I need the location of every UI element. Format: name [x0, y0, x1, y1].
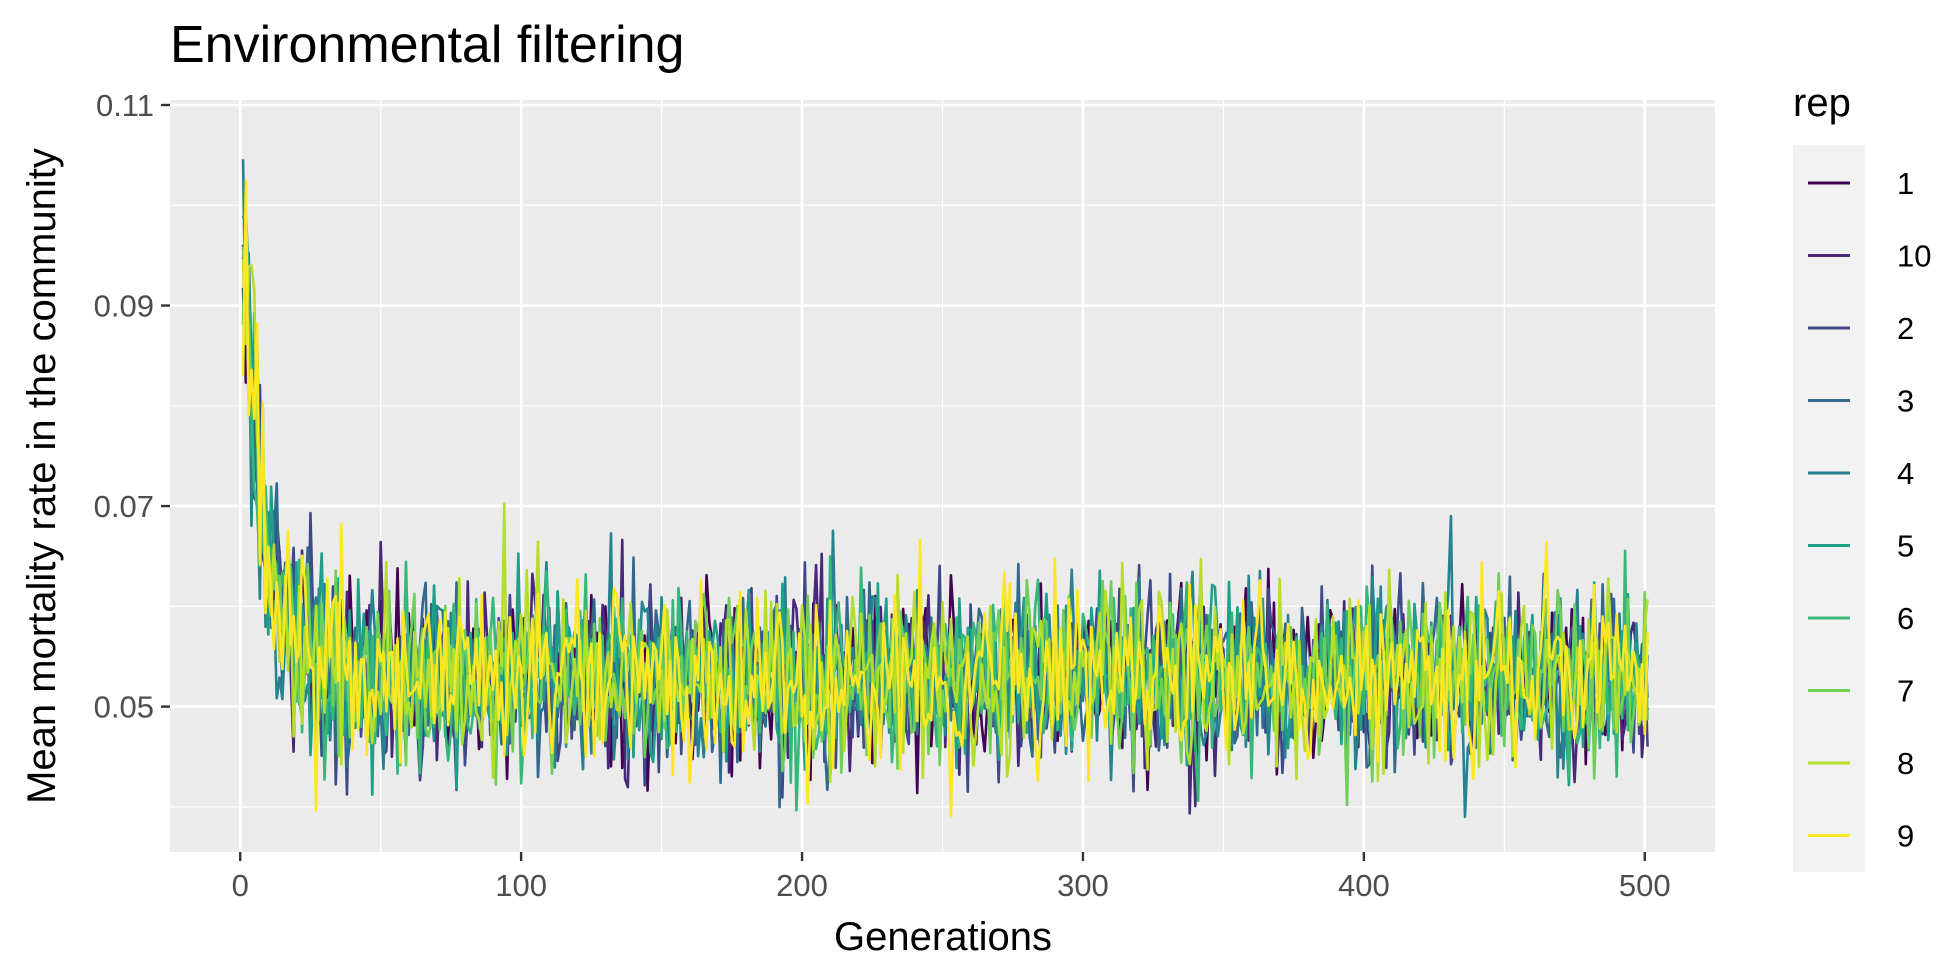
x-tick-label: 0: [232, 868, 249, 903]
series-line-rep-9: [241, 179, 1649, 818]
legend-label-rep-2: 2: [1897, 311, 1914, 346]
legend-label-rep-9: 9: [1897, 819, 1914, 854]
legend-label-rep-10: 10: [1897, 239, 1931, 274]
legend-label-rep-5: 5: [1897, 529, 1914, 564]
x-tick-label: 300: [1057, 868, 1109, 903]
legend-title: rep: [1793, 81, 1851, 125]
x-tick-label: 100: [495, 868, 547, 903]
legend-label-rep-4: 4: [1897, 456, 1914, 491]
series-lines: [241, 159, 1649, 818]
y-tick-label: 0.05: [94, 690, 154, 725]
chart-title: Environmental filtering: [170, 16, 684, 74]
y-axis-title: Mean mortality rate in the community: [20, 148, 64, 804]
y-tick-label: 0.07: [94, 489, 154, 524]
x-tick-label: 500: [1619, 868, 1671, 903]
x-tick-label: 200: [776, 868, 828, 903]
x-axis: 0 100 200 300 400 500: [232, 852, 1671, 903]
legend-items: 1 10 2 3 4 5 6 7 8 9: [1808, 166, 1931, 854]
y-tick-label: 0.11: [96, 88, 154, 123]
legend-key-background: [1793, 145, 1865, 872]
legend-label-rep-1: 1: [1897, 166, 1914, 201]
legend-label-rep-3: 3: [1897, 384, 1914, 419]
x-tick-label: 400: [1338, 868, 1390, 903]
y-tick-label: 0.09: [94, 289, 154, 324]
legend-label-rep-6: 6: [1897, 601, 1914, 636]
legend: rep 1 10 2 3 4 5 6 7 8 9: [1793, 81, 1931, 872]
y-axis: 0.05 0.07 0.09 0.11: [94, 88, 170, 725]
series-line-rep-8: [241, 258, 1649, 784]
minor-gridlines: [170, 100, 1715, 852]
x-axis-title: Generations: [834, 915, 1052, 959]
legend-label-rep-7: 7: [1897, 674, 1914, 709]
legend-label-rep-8: 8: [1897, 746, 1914, 781]
